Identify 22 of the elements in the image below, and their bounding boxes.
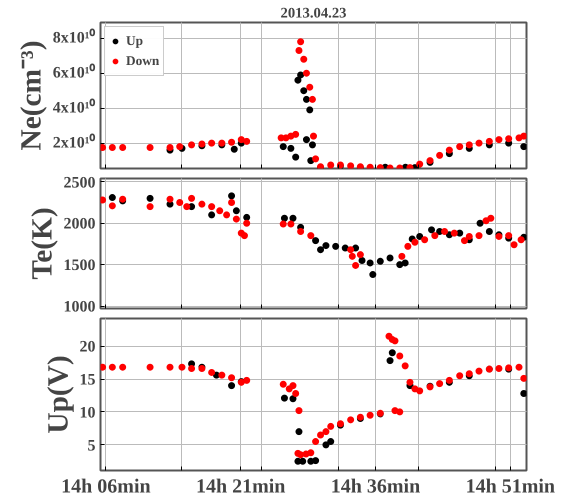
chart-title: 2013.04.23 [280,6,346,22]
y-axis-title: Ne(cm⁻³) [16,40,48,150]
y-axis-title: Te(K) [26,207,58,280]
y-tick-label: 6x10¹⁰ [52,64,96,82]
x-tick-label: 14h 36min [330,476,420,498]
legend-label: Down [126,53,160,69]
x-tick-label: 14h 06min [61,476,151,498]
y-tick-label: 15 [80,372,96,389]
y-tick-label: 8x10¹⁰ [52,28,96,47]
y-tick-label: 1500 [64,257,96,274]
legend-label: Up [126,33,144,49]
y-tick-label: 2000 [64,216,96,233]
y-tick-label: 10 [80,404,96,422]
x-tick-label: 14h 51min [466,476,556,498]
y-tick-label: 2x10¹⁰ [52,134,96,152]
y-tick-label: 2500 [64,174,96,192]
y-tick-label: 1000 [64,298,96,316]
y-axis-title: Up(V) [42,355,74,434]
x-tick-label: 14h 21min [196,476,286,498]
y-tick-label: 4x10¹⁰ [52,98,96,117]
y-tick-label: 20 [80,338,96,356]
y-tick-label: 5 [88,437,96,454]
